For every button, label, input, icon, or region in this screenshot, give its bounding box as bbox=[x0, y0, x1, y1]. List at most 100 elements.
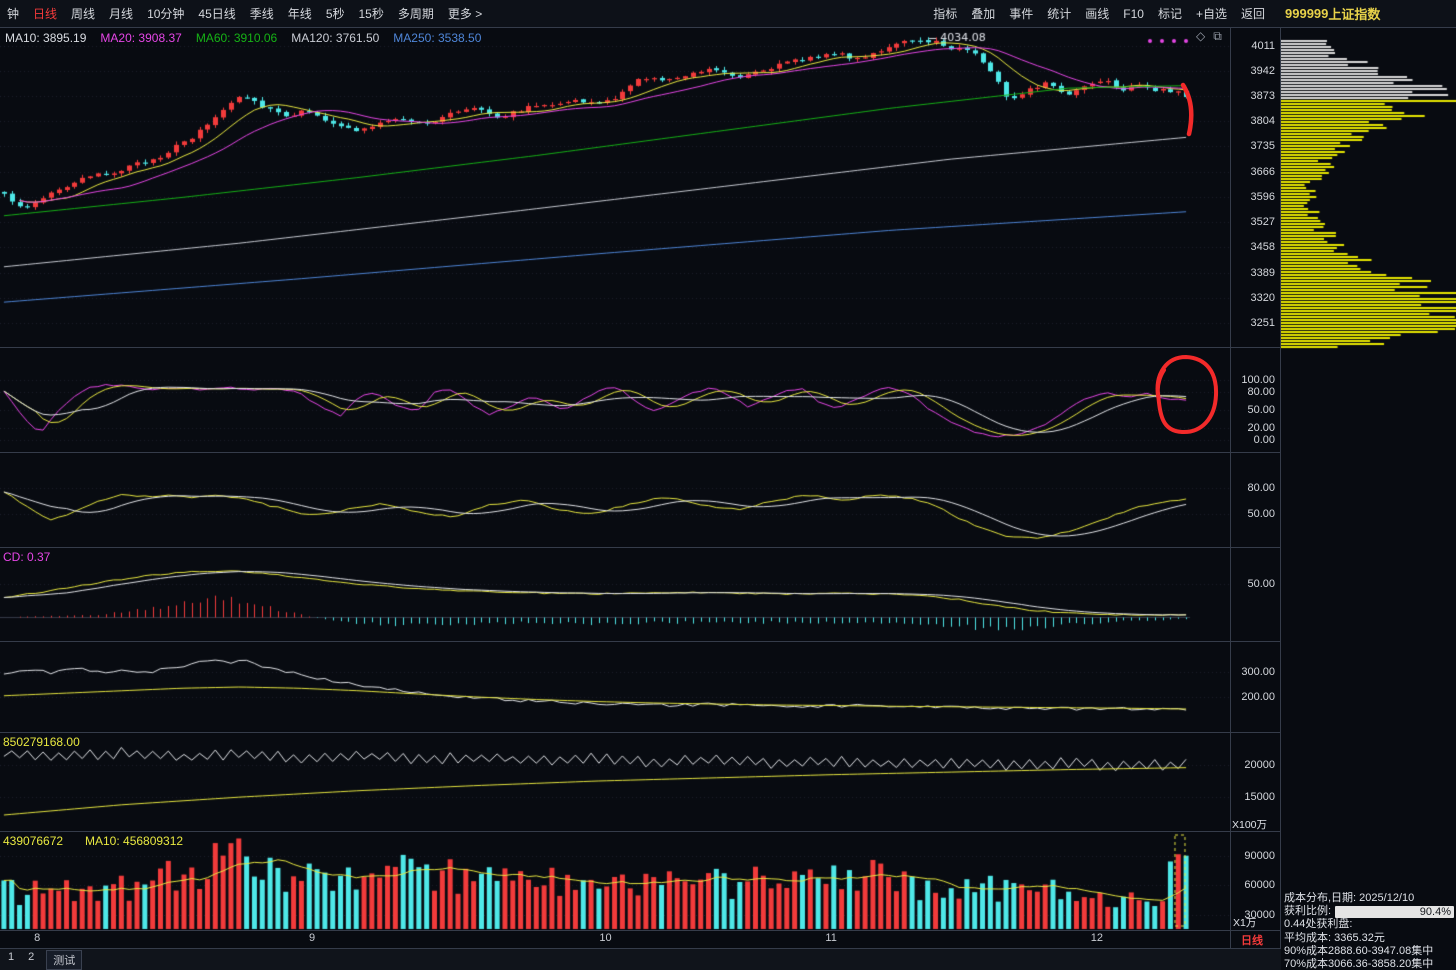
axis-label: 3320 bbox=[1250, 291, 1275, 304]
vol-indicator-label-1: MA10: 456809312 bbox=[85, 834, 184, 848]
price-axis: 4011 3942 3873 3804 3735 3666 3596 3527 3458 3389… bbox=[1230, 28, 1280, 948]
timeframe-menu-item-2[interactable]: 周线 bbox=[71, 7, 96, 21]
time-tick-8: 8 bbox=[34, 932, 41, 944]
axis-label: 300.00 bbox=[1241, 666, 1275, 678]
period-label: 日线 bbox=[1241, 935, 1263, 947]
symbol-name: 上证指数 bbox=[1328, 7, 1381, 22]
chart-corner-icons: ◇ ⧉ bbox=[1196, 29, 1222, 44]
timeframe-menu-item-8[interactable]: 5秒 bbox=[325, 7, 345, 21]
timeframe-menu: 钟日线 周线 月线 10分钟 45日线 季线 年线 5秒 15秒 多周期 更多 > bbox=[0, 0, 489, 27]
ma-label-0: MA10: 3895.19 bbox=[5, 31, 87, 45]
axis-label: 3389 bbox=[1250, 266, 1275, 279]
time-tick-12: 12 bbox=[1090, 932, 1104, 944]
window-icon[interactable]: ⧉ bbox=[1213, 29, 1222, 43]
cost-range-70-line: 70%成本3066.36-3858.20集中 bbox=[1284, 958, 1434, 970]
axis-label: 20000 bbox=[1244, 759, 1275, 772]
ma-label-1: MA20: 3908.37 bbox=[100, 31, 182, 45]
macd-indicator-label-0: CD: 0.37 bbox=[3, 550, 51, 564]
vol-indicator-label-0: 439076672 bbox=[3, 834, 64, 848]
tools-menu-item-7[interactable]: +自选 bbox=[1195, 7, 1227, 21]
timeframe-menu-item-11[interactable]: 更多 > bbox=[447, 7, 483, 21]
top-menu-bar: 钟日线 周线 月线 10分钟 45日线 季线 年线 5秒 15秒 多周期 更多 > 指标 叠加 事件 统计… bbox=[0, 0, 1456, 28]
bottom-tab-0[interactable]: 1 bbox=[8, 950, 15, 963]
timeframe-menu-item-0[interactable]: 钟 bbox=[7, 7, 20, 21]
timeframe-menu-item-7[interactable]: 年线 bbox=[287, 7, 312, 21]
time-tick-11: 11 bbox=[825, 932, 837, 944]
panel-divider bbox=[0, 547, 1281, 548]
p5-indicator-label-0: 850279168.00 bbox=[3, 735, 80, 749]
axis-label: 30000 bbox=[1244, 908, 1275, 921]
profit-ratio-value: 90.4% bbox=[1335, 905, 1454, 918]
tools-menu-item-0[interactable]: 指标 bbox=[933, 7, 958, 21]
tools-menu-item-2[interactable]: 事件 bbox=[1009, 7, 1034, 21]
time-axis: 8 9 10 11 12 bbox=[0, 930, 1230, 948]
avg-cost-line: 平均成本: 3365.32元 bbox=[1284, 931, 1385, 944]
tools-menu-item-5[interactable]: F10 bbox=[1123, 6, 1144, 21]
axis-label: 3873 bbox=[1250, 90, 1275, 103]
diamond-icon[interactable]: ◇ bbox=[1196, 29, 1206, 43]
axis-label: 4011 bbox=[1251, 39, 1275, 52]
axis-label: 3942 bbox=[1250, 65, 1275, 78]
main-chart-canvas[interactable] bbox=[0, 28, 1230, 930]
symbol-label[interactable]: 999999 上证指数 bbox=[1285, 0, 1380, 27]
axis-label: 80.00 bbox=[1247, 385, 1275, 398]
tools-menu: 指标 叠加 事件 统计 画线 F10 标记 +自选 返回 bbox=[926, 0, 1272, 27]
timeframe-menu-item-1[interactable]: 日线 bbox=[33, 7, 58, 21]
bottom-tab-2[interactable]: 测试 bbox=[46, 949, 83, 970]
axis-label: 50.00 bbox=[1247, 508, 1275, 521]
timeframe-menu-item-5[interactable]: 45日线 bbox=[198, 7, 236, 21]
axis-label: 3251 bbox=[1250, 316, 1275, 329]
profit-ratio-row: 获利比例: 90.4% bbox=[1284, 905, 1454, 918]
panel-divider bbox=[0, 732, 1281, 733]
axis-label: 3735 bbox=[1250, 140, 1275, 153]
ma-label-4: MA250: 3538.50 bbox=[393, 31, 482, 45]
profit-ratio-label: 获利比例: bbox=[1284, 905, 1332, 918]
cost-range-90-line: 90%成本2888.60-3947.08集中 bbox=[1284, 944, 1434, 957]
panel-divider bbox=[0, 347, 1281, 348]
axis-label: 3596 bbox=[1250, 191, 1275, 204]
axis-label: 20.00 bbox=[1247, 421, 1275, 434]
timeframe-menu-item-4[interactable]: 10分钟 bbox=[147, 7, 185, 21]
axis-label: 100.00 bbox=[1241, 373, 1275, 386]
panel-divider bbox=[0, 641, 1281, 642]
panel-divider bbox=[0, 452, 1281, 453]
timeframe-menu-item-9[interactable]: 15秒 bbox=[358, 7, 384, 21]
volume-profile-canvas bbox=[1281, 28, 1456, 358]
tools-menu-item-4[interactable]: 画线 bbox=[1085, 7, 1110, 21]
ma-labels-row: MA10: 3895.19 MA20: 3908.37 MA60: 3910.06 M… bbox=[5, 31, 481, 45]
axis-label: 200.00 bbox=[1241, 691, 1275, 703]
bottom-tab-1[interactable]: 2 bbox=[28, 950, 35, 963]
axis-label: 60000 bbox=[1244, 879, 1275, 892]
axis-label: 15000 bbox=[1244, 791, 1275, 804]
axis-label: 3804 bbox=[1250, 115, 1275, 128]
timeframe-menu-item-10[interactable]: 多周期 bbox=[397, 7, 434, 21]
status-bar: 1 2 测试 bbox=[0, 948, 1281, 970]
ma-label-2: MA60: 3910.06 bbox=[195, 31, 278, 45]
timeframe-menu-item-3[interactable]: 月线 bbox=[109, 7, 134, 21]
time-tick-9: 9 bbox=[308, 932, 316, 944]
tools-menu-item-1[interactable]: 叠加 bbox=[971, 7, 996, 21]
cost-distribution-panel: 成本分布,日期: 2025/12/10 获利比例: 90.4% 0.44处获利盘… bbox=[1284, 892, 1454, 970]
axis-label: 3527 bbox=[1250, 216, 1275, 229]
vertical-divider bbox=[1230, 28, 1231, 948]
panel-divider bbox=[0, 831, 1281, 832]
tools-menu-item-8[interactable]: 返回 bbox=[1240, 7, 1265, 21]
axis-label: 3666 bbox=[1250, 165, 1275, 178]
axis-label: 0.00 bbox=[1253, 433, 1275, 446]
cost-date-line: 成本分布,日期: 2025/12/10 bbox=[1284, 892, 1415, 904]
axis-label: 90000 bbox=[1244, 849, 1275, 862]
ma-label-3: MA120: 3761.50 bbox=[291, 31, 380, 45]
axis-label: 50.00 bbox=[1247, 403, 1275, 416]
tools-menu-item-3[interactable]: 统计 bbox=[1047, 7, 1072, 21]
timeframe-menu-item-6[interactable]: 季线 bbox=[249, 7, 274, 21]
symbol-code: 999999 bbox=[1285, 6, 1329, 21]
axis-label: 3458 bbox=[1250, 241, 1275, 254]
tools-menu-item-6[interactable]: 标记 bbox=[1157, 7, 1182, 21]
profit-position-line: 0.44处获利盘: bbox=[1284, 918, 1353, 931]
volume-unit-label: X1万 bbox=[1233, 917, 1257, 929]
axis-label: 50.00 bbox=[1247, 577, 1275, 590]
time-tick-10: 10 bbox=[599, 932, 612, 944]
vertical-divider bbox=[1280, 28, 1281, 970]
bottom-tabs: 1 2 测试 bbox=[0, 949, 83, 970]
